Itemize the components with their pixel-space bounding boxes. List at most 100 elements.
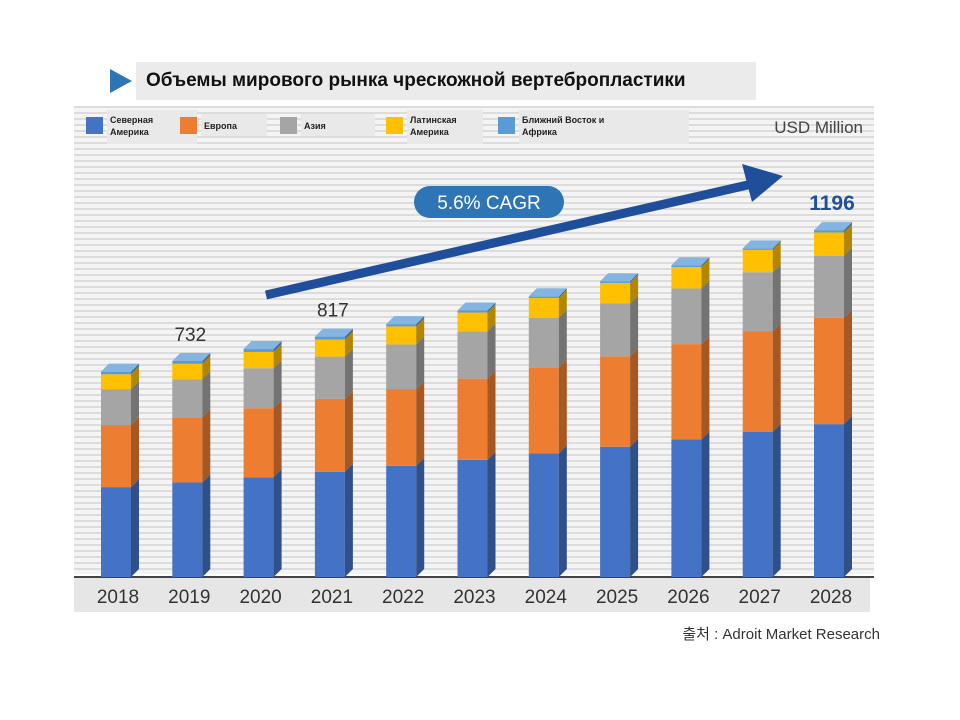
bar-cap-2020 bbox=[243, 341, 282, 350]
x-tick-2024: 2024 bbox=[525, 587, 568, 608]
bar-side-2028-s1 bbox=[844, 309, 852, 425]
bar-2022-s3 bbox=[386, 326, 417, 345]
bar-group-2022 bbox=[386, 316, 425, 577]
bar-side-2022-s1 bbox=[416, 381, 425, 466]
bar-cap-2022 bbox=[386, 316, 425, 325]
bars bbox=[101, 222, 852, 577]
bar-2023-s2 bbox=[457, 331, 488, 379]
bar-side-2027-s3 bbox=[772, 241, 781, 273]
bar-2021-s1 bbox=[314, 398, 345, 472]
bar-side-2020-s2 bbox=[273, 360, 282, 409]
bar-2021-s2 bbox=[314, 356, 345, 399]
bar-side-2022-s0 bbox=[416, 457, 425, 577]
bar-2025-s0 bbox=[600, 446, 631, 577]
bar-2025-s3 bbox=[600, 282, 631, 304]
bar-side-2021-s2 bbox=[344, 348, 353, 399]
legend-label-3: Латинская Америка bbox=[410, 115, 457, 137]
bar-2026-s2 bbox=[671, 288, 702, 345]
bar-side-2025-s4 bbox=[630, 273, 639, 283]
x-tick-labels: 2018 2019 2020 2021 2022 2023 2024 2025 2026 2027… bbox=[97, 587, 852, 608]
data-labels: 732 817 1196 bbox=[174, 192, 854, 346]
bar-side-2026-s4 bbox=[701, 257, 710, 267]
data-label-2028: 1196 bbox=[809, 192, 855, 215]
bar-side-2019-s0 bbox=[202, 474, 211, 577]
bar-2018-s0 bbox=[101, 487, 131, 577]
bar-side-2023-s3 bbox=[487, 304, 496, 332]
x-tick-2020: 2020 bbox=[239, 587, 281, 608]
cagr-badge bbox=[414, 186, 564, 218]
cagr-label: 5.6% CAGR bbox=[437, 193, 540, 214]
bar-2019-s0 bbox=[172, 482, 203, 577]
bar-side-2024-s2 bbox=[558, 309, 567, 368]
bar-cap-2021 bbox=[314, 328, 353, 337]
bar-2024-s4 bbox=[528, 296, 559, 299]
bar-2028-s1 bbox=[814, 317, 844, 425]
legend-item-3: Латинская Америка bbox=[386, 110, 483, 144]
bar-2020-s1 bbox=[243, 408, 274, 478]
bar-side-2025-s1 bbox=[630, 348, 639, 447]
bar-side-2026-s3 bbox=[701, 258, 710, 289]
bar-side-2021-s0 bbox=[344, 463, 353, 577]
bar-side-2021-s3 bbox=[344, 331, 353, 357]
bar-group-2019 bbox=[172, 352, 211, 577]
bar-side-2024-s1 bbox=[558, 359, 567, 454]
legend-swatch-1 bbox=[180, 117, 197, 134]
bar-side-2022-s4 bbox=[416, 316, 425, 327]
bar-2026-s0 bbox=[671, 439, 702, 577]
legend-label-1: Европа bbox=[204, 121, 238, 131]
bar-side-2022-s2 bbox=[416, 336, 425, 390]
bar-cap-2028 bbox=[814, 222, 852, 231]
legend-label-4: Ближний Восток и Африка bbox=[522, 115, 604, 137]
bar-2023-s1 bbox=[457, 378, 488, 460]
bar-cap-2025 bbox=[600, 273, 639, 282]
bar-group-2028 bbox=[814, 222, 852, 577]
chart-title: Объемы мирового рынка чрескожной вертебр… bbox=[136, 62, 756, 100]
bar-side-2023-s0 bbox=[487, 451, 496, 577]
bar-side-2020-s3 bbox=[273, 343, 282, 369]
bar-side-2027-s1 bbox=[772, 323, 781, 432]
bar-2023-s3 bbox=[457, 312, 488, 332]
legend-label-bg-2 bbox=[301, 114, 375, 136]
bar-side-2019-s3 bbox=[202, 355, 211, 380]
bar-2026-s1 bbox=[671, 344, 702, 440]
bar-2025-s1 bbox=[600, 356, 631, 447]
bar-cap-2027 bbox=[742, 240, 781, 249]
bar-2023-s0 bbox=[457, 459, 488, 577]
bar-side-2018-s2 bbox=[131, 381, 139, 426]
legend-swatch-0 bbox=[86, 117, 103, 134]
bar-2026-s4 bbox=[671, 265, 702, 267]
bar-side-2025-s0 bbox=[630, 438, 639, 577]
bar-side-2018-s4 bbox=[131, 363, 139, 375]
bar-group-2021 bbox=[314, 328, 353, 577]
bar-2019-s3 bbox=[172, 363, 203, 380]
bar-side-2023-s2 bbox=[487, 323, 496, 379]
bar-side-2018-s1 bbox=[131, 417, 139, 488]
bar-2023-s4 bbox=[457, 310, 488, 313]
x-tick-2027: 2027 bbox=[739, 587, 781, 608]
bar-2024-s0 bbox=[528, 453, 559, 577]
bar-2022-s1 bbox=[386, 389, 417, 466]
bar-side-2027-s2 bbox=[772, 264, 781, 332]
bar-side-2022-s3 bbox=[416, 318, 425, 345]
bar-2018-s3 bbox=[101, 374, 131, 390]
bar-group-2025 bbox=[600, 273, 639, 577]
bar-side-2026-s1 bbox=[701, 336, 710, 440]
legend-item-0: Северная Америка bbox=[86, 110, 197, 144]
bar-side-2023-s1 bbox=[487, 370, 496, 460]
legend-item-1: Европа bbox=[180, 114, 267, 136]
bar-cap-2026 bbox=[671, 257, 710, 266]
bar-side-2018-s3 bbox=[131, 366, 139, 390]
bar-side-2019-s2 bbox=[202, 371, 211, 418]
bar-2024-s2 bbox=[528, 317, 559, 368]
x-tick-2028: 2028 bbox=[810, 587, 852, 608]
bar-2024-s1 bbox=[528, 367, 559, 454]
bar-group-2020 bbox=[243, 341, 282, 577]
bar-side-2020-s1 bbox=[273, 400, 282, 478]
bar-side-2028-s0 bbox=[844, 416, 852, 577]
bar-2018-s2 bbox=[101, 389, 131, 426]
bar-2028-s0 bbox=[814, 424, 844, 577]
bar-2020-s3 bbox=[243, 351, 274, 369]
bar-side-2024-s4 bbox=[558, 288, 567, 299]
bar-2019-s1 bbox=[172, 417, 203, 483]
